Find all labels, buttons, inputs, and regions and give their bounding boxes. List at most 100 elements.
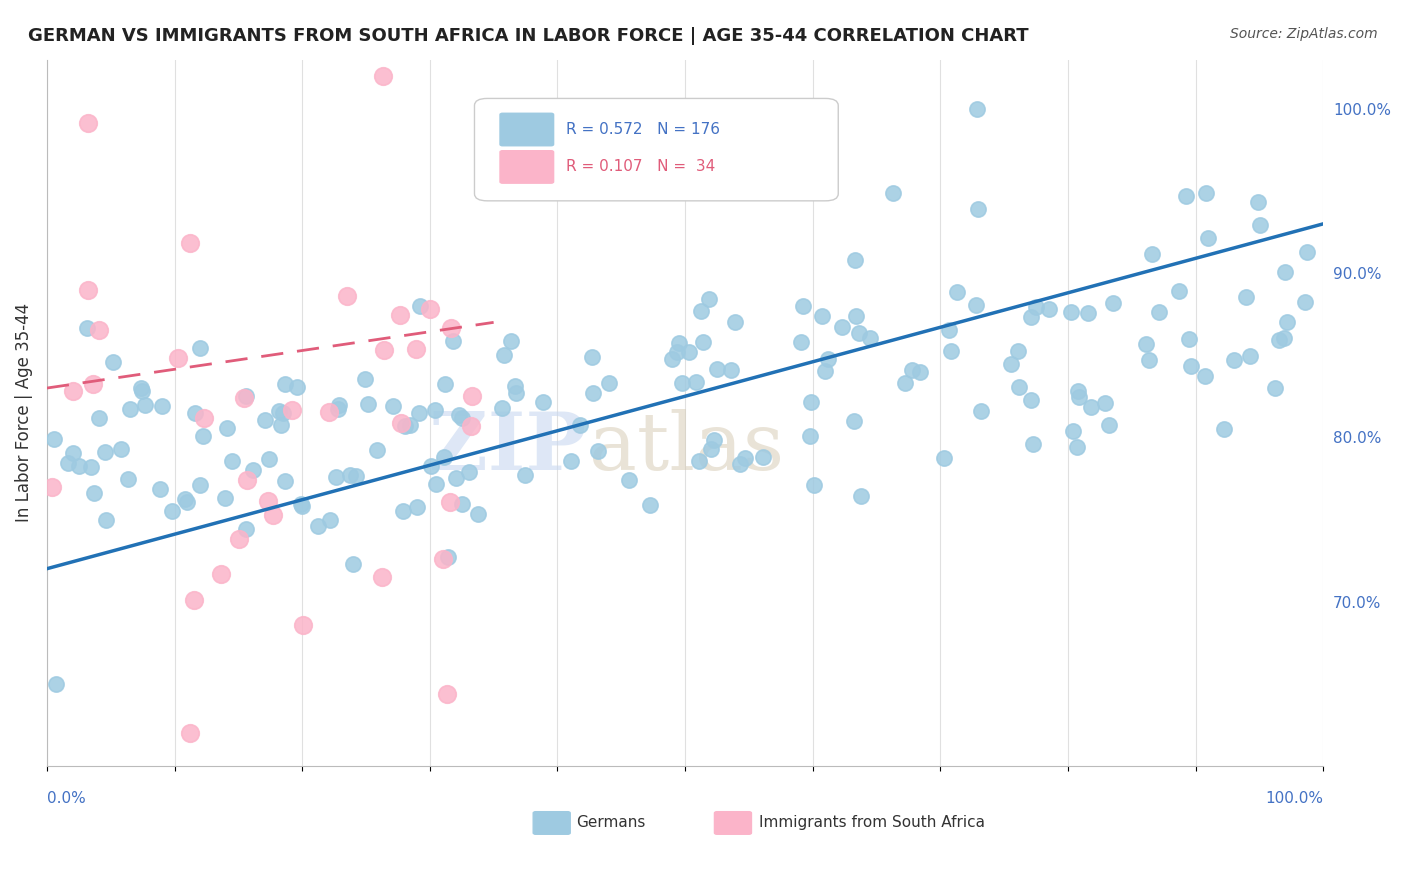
Point	[1268, 333, 1291, 347]
Point	[325, 469, 347, 483]
Point	[581, 350, 603, 364]
Point	[371, 570, 394, 584]
Point	[176, 495, 198, 509]
Point	[307, 519, 329, 533]
Point	[699, 442, 721, 456]
Point	[1212, 422, 1234, 436]
Point	[1102, 295, 1125, 310]
Point	[236, 473, 259, 487]
Point	[1067, 384, 1090, 398]
Point	[531, 394, 554, 409]
Point	[460, 388, 482, 402]
Point	[1180, 359, 1202, 373]
Point	[1168, 284, 1191, 298]
Point	[80, 460, 103, 475]
Point	[1175, 189, 1198, 203]
Point	[110, 442, 132, 457]
Point	[1294, 295, 1316, 310]
Point	[209, 567, 232, 582]
Point	[451, 410, 474, 425]
Point	[1247, 195, 1270, 210]
Point	[160, 504, 183, 518]
Point	[408, 406, 430, 420]
Point	[1295, 244, 1317, 259]
Point	[382, 399, 405, 413]
Point	[425, 402, 447, 417]
Point	[724, 315, 747, 329]
Point	[1135, 336, 1157, 351]
Point	[256, 494, 278, 508]
Point	[692, 335, 714, 350]
Point	[259, 452, 281, 467]
Text: R = 0.107   N =  34: R = 0.107 N = 34	[567, 160, 716, 175]
Point	[568, 418, 591, 433]
Point	[441, 334, 464, 349]
Point	[433, 377, 456, 392]
Point	[149, 482, 172, 496]
Point	[1060, 305, 1083, 319]
Point	[1222, 353, 1244, 368]
Point	[262, 508, 284, 523]
Point	[318, 405, 340, 419]
Point	[1062, 424, 1084, 438]
Point	[1000, 357, 1022, 371]
Y-axis label: In Labor Force | Age 35-44: In Labor Force | Age 35-44	[15, 303, 32, 522]
Point	[970, 404, 993, 418]
Point	[803, 478, 825, 492]
Point	[437, 549, 460, 564]
Point	[965, 298, 987, 312]
Point	[179, 235, 201, 250]
Point	[1264, 381, 1286, 395]
Point	[967, 202, 990, 216]
Point	[882, 186, 904, 200]
Point	[76, 116, 98, 130]
Point	[167, 351, 190, 365]
Point	[326, 401, 349, 416]
Point	[848, 326, 870, 341]
Point	[1197, 230, 1219, 244]
Point	[228, 532, 250, 546]
FancyBboxPatch shape	[501, 151, 554, 183]
FancyBboxPatch shape	[501, 113, 554, 145]
Point	[83, 485, 105, 500]
Point	[1178, 332, 1201, 346]
Point	[215, 421, 238, 435]
Point	[271, 406, 294, 420]
Point	[76, 283, 98, 297]
Point	[499, 334, 522, 348]
Point	[388, 308, 411, 322]
Point	[799, 429, 821, 443]
Point	[89, 323, 111, 337]
Point	[42, 432, 65, 446]
Point	[1080, 400, 1102, 414]
Point	[285, 380, 308, 394]
Point	[193, 411, 215, 425]
Point	[432, 552, 454, 566]
Point	[938, 323, 960, 337]
Point	[661, 351, 683, 366]
Point	[405, 500, 427, 514]
Text: R = 0.572   N = 176: R = 0.572 N = 176	[567, 122, 720, 137]
Point	[270, 418, 292, 433]
Point	[1021, 310, 1043, 324]
Point	[184, 406, 207, 420]
FancyBboxPatch shape	[533, 812, 571, 834]
Point	[371, 69, 394, 83]
Point	[814, 364, 837, 378]
Point	[56, 456, 79, 470]
Point	[811, 310, 834, 324]
Point	[1142, 246, 1164, 260]
Point	[817, 352, 839, 367]
Point	[131, 381, 153, 395]
Point	[134, 398, 156, 412]
Text: atlas: atlas	[589, 409, 785, 487]
Point	[900, 362, 922, 376]
Point	[188, 341, 211, 355]
FancyBboxPatch shape	[474, 98, 838, 201]
Point	[1137, 353, 1160, 368]
Point	[1239, 349, 1261, 363]
Point	[235, 389, 257, 403]
Point	[274, 474, 297, 488]
Point	[1274, 265, 1296, 279]
Point	[491, 401, 513, 415]
